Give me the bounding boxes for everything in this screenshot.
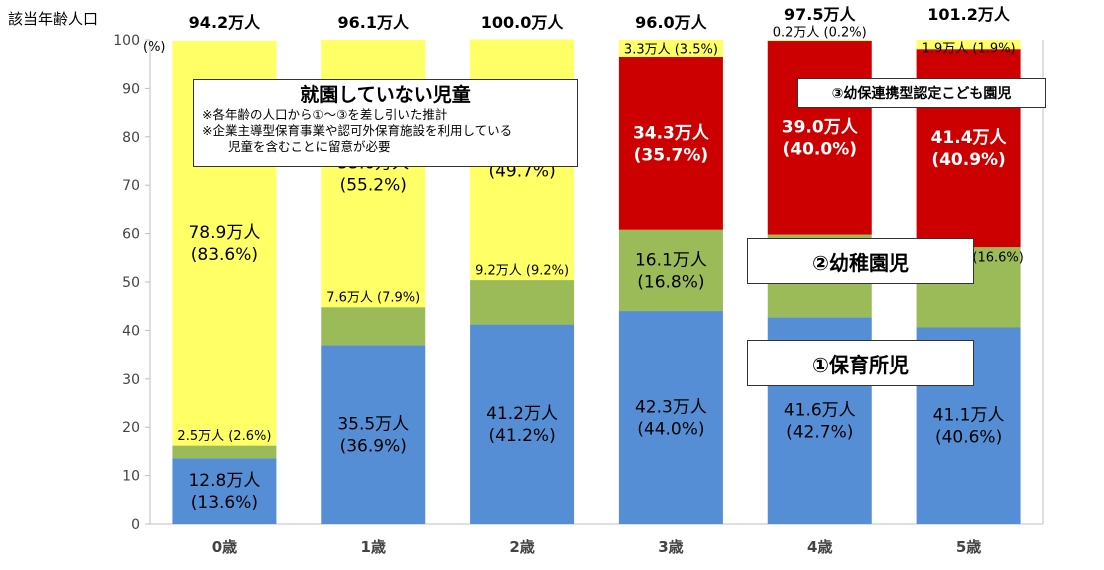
- bar-segment: [618, 56, 723, 230]
- note-line-2: ※企業主導型保育事業や認可外保育施設を利用している: [202, 123, 513, 138]
- total-label: 100.0万人: [481, 13, 565, 32]
- total-label: 101.2万人: [927, 5, 1011, 24]
- segment-label: (83.6%): [191, 245, 258, 265]
- segment-label: 12.8万人: [188, 471, 260, 491]
- y-tick-label: 10: [122, 469, 140, 485]
- segment-label: (36.9%): [340, 437, 407, 457]
- bar-segment: [172, 458, 277, 524]
- y-tick-label: 0: [131, 517, 140, 533]
- hoikusho-label-box: ①保育所児: [747, 340, 974, 386]
- segment-label: 16.1万人: [635, 250, 707, 270]
- segment-label: 2.5万人 (2.6%): [177, 429, 271, 444]
- x-axis: 0歳 1歳 2歳 3歳 4歳 5歳: [212, 538, 982, 556]
- total-label: 94.2万人: [189, 13, 261, 32]
- x-tick-label: 5歳: [956, 538, 981, 556]
- y-tick-label: 90: [122, 81, 140, 97]
- kodomo-en-label-box: ③幼保連携型認定こども園児: [797, 78, 1046, 108]
- total-label: 96.0万人: [635, 13, 707, 32]
- x-tick-label: 3歳: [658, 538, 683, 556]
- bar-segment: [470, 324, 575, 524]
- segment-label: (42.7%): [786, 423, 853, 443]
- segment-label: 78.9万人: [188, 223, 260, 243]
- y-tick-label: 20: [122, 420, 140, 436]
- y-tick-label: 70: [122, 178, 140, 194]
- note-line-3: 児童を含むことに留意が必要: [228, 139, 391, 154]
- segment-label: (13.6%): [191, 493, 258, 513]
- segment-label: 39.0万人: [782, 118, 859, 138]
- segment-label: (40.6%): [935, 428, 1002, 448]
- segment-label: (55.2%): [340, 176, 407, 196]
- segment-label: (41.2%): [488, 426, 555, 446]
- segment-label: 34.3万人: [633, 123, 710, 143]
- bar-segment: [172, 445, 277, 459]
- youchien-label-box: ②幼稚園児: [747, 238, 974, 284]
- not-enrolled-note-box: 就園していない児童 ※各年齢の人口から①～③を差し引いた推計 ※企業主導型保育事…: [193, 79, 578, 167]
- totals-layer: 94.2万人 96.1万人 100.0万人 96.0万人 97.5万人 101.2万人: [189, 5, 1011, 32]
- bar-segment: [470, 280, 575, 325]
- total-label: 96.1万人: [338, 13, 410, 32]
- bar-segment: [618, 229, 723, 312]
- bar-segment: [321, 307, 426, 346]
- segment-label: (35.7%): [634, 145, 709, 165]
- bar-segment: [916, 40, 1021, 50]
- bar-segment: [767, 40, 872, 235]
- segment-label: 9.2万人 (9.2%): [475, 264, 569, 279]
- segment-label: 1.9万人 (1.9%): [922, 42, 1016, 57]
- segment-label: 42.3万人: [635, 397, 707, 417]
- segment-label: 35.5万人: [337, 415, 409, 435]
- segment-label: (40.0%): [782, 140, 857, 160]
- bar-segment: [618, 311, 723, 524]
- segment-label: (44.0%): [637, 419, 704, 439]
- segment-label: (40.9%): [931, 150, 1006, 170]
- segment-label: 41.4万人: [931, 128, 1008, 148]
- x-tick-label: 0歳: [212, 538, 237, 556]
- total-label: 97.5万人: [784, 5, 856, 24]
- segment-label: 7.6万人 (7.9%): [326, 291, 420, 306]
- segment-labels-layer: 12.8万人(13.6%) 35.5万人(36.9%) 41.2万人(41.2%) 4…: [177, 26, 1023, 513]
- y-tick-label: 80: [122, 130, 140, 146]
- y-axis-title: 該当年齢人口: [8, 10, 98, 28]
- y-tick-label: 100: [113, 33, 140, 49]
- x-tick-label: 1歳: [361, 538, 386, 556]
- x-tick-label: 4歳: [807, 538, 832, 556]
- y-axis: 0 10 20 30 40 50 60 70 80 90 100: [113, 33, 150, 533]
- y-tick-label: 50: [122, 275, 140, 291]
- bar-segment: [767, 40, 872, 41]
- y-tick-label: 60: [122, 227, 140, 243]
- segment-label: 3.3万人 (3.5%): [624, 43, 718, 58]
- bar-segment: [321, 345, 426, 524]
- y-tick-label: 40: [122, 323, 140, 339]
- not-enrolled-title: 就園していない児童: [300, 84, 471, 106]
- x-tick-label: 2歳: [509, 538, 534, 556]
- segment-label: 0.2万人 (0.2%): [773, 26, 867, 41]
- segment-label: (16.8%): [637, 272, 704, 292]
- bar-segment: [618, 40, 723, 57]
- segment-label: 41.2万人: [486, 404, 558, 424]
- segment-label: 41.6万人: [784, 401, 856, 421]
- segment-label: 41.1万人: [933, 406, 1005, 426]
- note-line-1: ※各年齢の人口から①～③を差し引いた推計: [202, 107, 448, 122]
- y-tick-label: 30: [122, 372, 140, 388]
- y-axis-unit: (%): [143, 40, 166, 55]
